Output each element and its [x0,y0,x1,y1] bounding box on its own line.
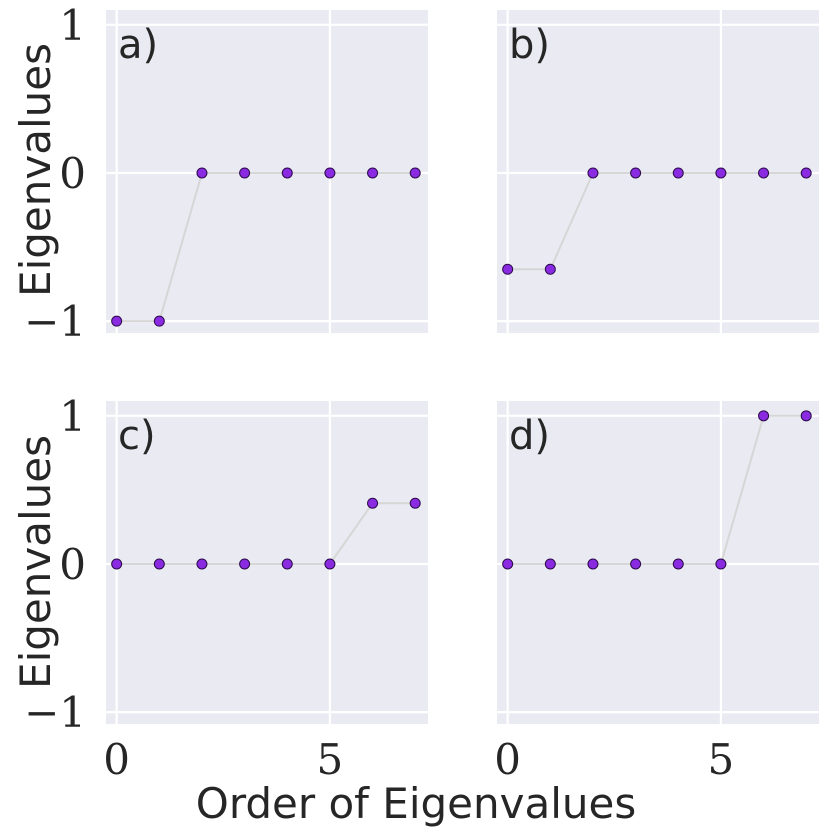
data-point [630,167,642,179]
panel-a: a) −1 0 1 [24,1,428,346]
panel-c: c) −1 0 1 0 5 [24,392,428,784]
data-point [367,497,379,509]
series-line [116,502,416,565]
data-point [630,558,642,570]
panel-label: c) [118,413,156,459]
data-point [587,167,599,179]
data-point [281,167,293,179]
data-point [800,167,812,179]
data-point [587,558,599,570]
data-point [281,558,293,570]
data-point [544,263,556,275]
data-point [111,315,123,327]
x-tick-label: 5 [708,735,735,784]
x-tick-label: 5 [317,735,344,784]
data-point [196,167,208,179]
panel-label: b) [509,22,550,68]
data-point [367,167,379,179]
y-tick-label: −1 [24,688,86,737]
y-axis-label-bottom: Eigenvalues [11,435,60,689]
data-point [111,558,123,570]
data-point [409,167,421,179]
panel-label: d) [509,413,550,459]
y-tick-label: −1 [24,297,86,346]
data-point [324,558,336,570]
data-point [758,167,770,179]
panel-label: a) [118,22,158,68]
data-point [239,167,251,179]
x-tick-label: 0 [103,735,130,784]
series-line [507,172,807,271]
data-point [502,263,514,275]
data-point [153,315,165,327]
y-axis-label-top: Eigenvalues [11,43,60,297]
y-tick-label: 1 [59,1,86,50]
x-tick-label: 0 [494,735,521,784]
y-tick-label: 0 [59,149,86,198]
data-point [672,167,684,179]
data-point [758,410,770,422]
data-point [672,558,684,570]
series-line [116,172,416,323]
y-tick-label: 1 [59,392,86,441]
data-point [239,558,251,570]
panel-b: b) [497,10,819,333]
x-axis-label: Order of Eigenvalues [196,779,636,828]
y-tick-label: 0 [59,540,86,589]
data-point [800,410,812,422]
data-point [409,497,421,509]
series-line [507,414,807,565]
panel-d: d) 0 5 [494,401,819,784]
data-point [715,167,727,179]
data-point [196,558,208,570]
data-point [502,558,514,570]
data-point [153,558,165,570]
data-point [544,558,556,570]
data-point [324,167,336,179]
data-point [715,558,727,570]
